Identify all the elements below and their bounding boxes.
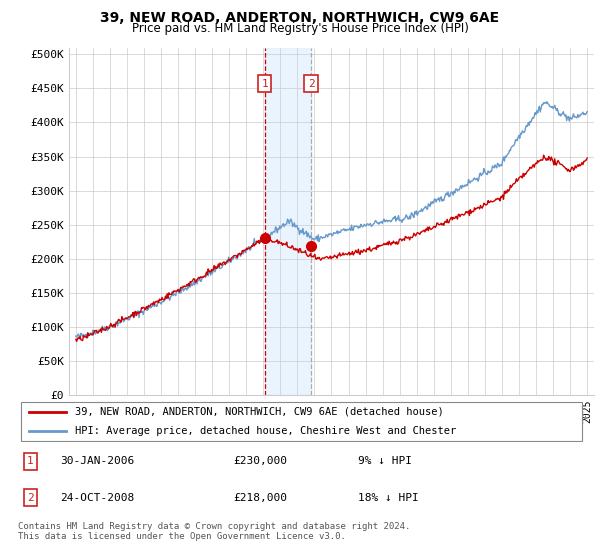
Bar (265, 48, 311, 395)
Text: 18% ↓ HPI: 18% ↓ HPI (358, 493, 419, 503)
Text: 30-JAN-2006: 30-JAN-2006 (61, 456, 135, 466)
Text: Price paid vs. HM Land Registry's House Price Index (HPI): Price paid vs. HM Land Registry's House … (131, 22, 469, 35)
Text: 2: 2 (308, 79, 314, 88)
Text: 39, NEW ROAD, ANDERTON, NORTHWICH, CW9 6AE: 39, NEW ROAD, ANDERTON, NORTHWICH, CW9 6… (100, 11, 500, 25)
Text: £230,000: £230,000 (233, 456, 287, 466)
Text: 39, NEW ROAD, ANDERTON, NORTHWICH, CW9 6AE (detached house): 39, NEW ROAD, ANDERTON, NORTHWICH, CW9 6… (75, 407, 443, 417)
Text: 2: 2 (27, 493, 34, 503)
FancyBboxPatch shape (21, 402, 582, 441)
Text: 1: 1 (27, 456, 34, 466)
Text: £218,000: £218,000 (233, 493, 287, 503)
Text: Contains HM Land Registry data © Crown copyright and database right 2024.
This d: Contains HM Land Registry data © Crown c… (18, 522, 410, 542)
Text: 1: 1 (262, 79, 268, 88)
Text: 24-OCT-2008: 24-OCT-2008 (61, 493, 135, 503)
Text: HPI: Average price, detached house, Cheshire West and Chester: HPI: Average price, detached house, Ches… (75, 426, 456, 436)
Text: 9% ↓ HPI: 9% ↓ HPI (358, 456, 412, 466)
